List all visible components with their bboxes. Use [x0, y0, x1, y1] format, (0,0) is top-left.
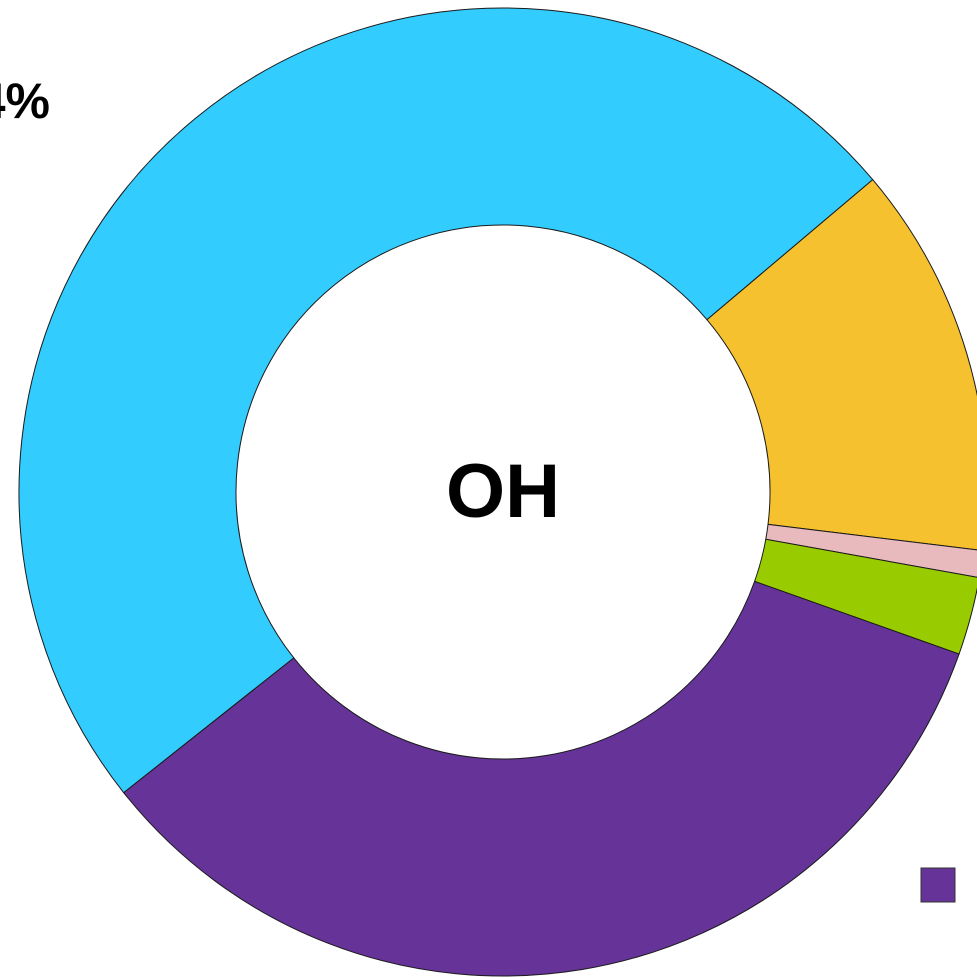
center-label: OH [446, 449, 560, 534]
annotation: 4% [0, 73, 50, 129]
donut-slice [706, 178, 977, 551]
legend-swatch [920, 867, 956, 903]
donut-slice [122, 580, 960, 977]
donut [18, 7, 977, 977]
donut-slice [18, 7, 874, 794]
